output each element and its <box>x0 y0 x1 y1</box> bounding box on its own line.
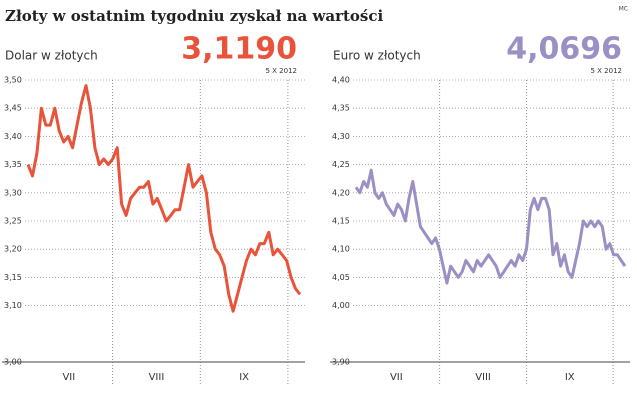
panel-title: Euro w złotych <box>333 49 421 63</box>
latest-value: 3,1190 <box>181 32 297 67</box>
y-tick-label: 4,30 <box>332 132 350 141</box>
x-tick-label: VIII <box>475 372 491 383</box>
y-tick-label: 4,10 <box>332 245 350 254</box>
y-tick-label: 3,20 <box>4 245 22 254</box>
page-title: Złoty w ostatnim tygodniu zyskał na wart… <box>5 7 383 25</box>
y-tick-label: 4,00 <box>332 301 350 310</box>
y-tick-label: 3,45 <box>4 104 22 113</box>
x-tick-label: IX <box>565 372 575 383</box>
latest-value: 4,0696 <box>506 32 622 67</box>
line <box>26 84 302 313</box>
y-tick-label: 4,35 <box>332 104 350 113</box>
y-tick-label: 3,15 <box>4 273 22 282</box>
y-tick-label: 4,40 <box>332 76 350 85</box>
y-tick-label: 3,30 <box>4 188 22 197</box>
y-tick-label: 4,20 <box>332 188 350 197</box>
x-tick-label: VIII <box>149 372 165 383</box>
y-tick-label: 3,25 <box>4 217 22 226</box>
y-tick-label: 4,05 <box>332 273 350 282</box>
x-tick-label: VII <box>390 372 403 383</box>
date: 5 X 2012 <box>265 67 297 75</box>
x-tick-label: VII <box>62 372 75 383</box>
credit: MC <box>619 6 628 13</box>
y-tick-label: 4,25 <box>332 160 350 169</box>
y-tick-label: 3,10 <box>4 301 22 310</box>
y-tick-label: 3,40 <box>4 132 22 141</box>
line <box>354 168 627 285</box>
y-tick-label: 4,15 <box>332 217 350 226</box>
y-tick-label: 3,35 <box>4 160 22 169</box>
y-tick-label: 3,50 <box>4 76 22 85</box>
x-tick-label: IX <box>239 372 249 383</box>
date: 5 X 2012 <box>590 67 622 75</box>
panel-title: Dolar w złotych <box>5 49 98 63</box>
